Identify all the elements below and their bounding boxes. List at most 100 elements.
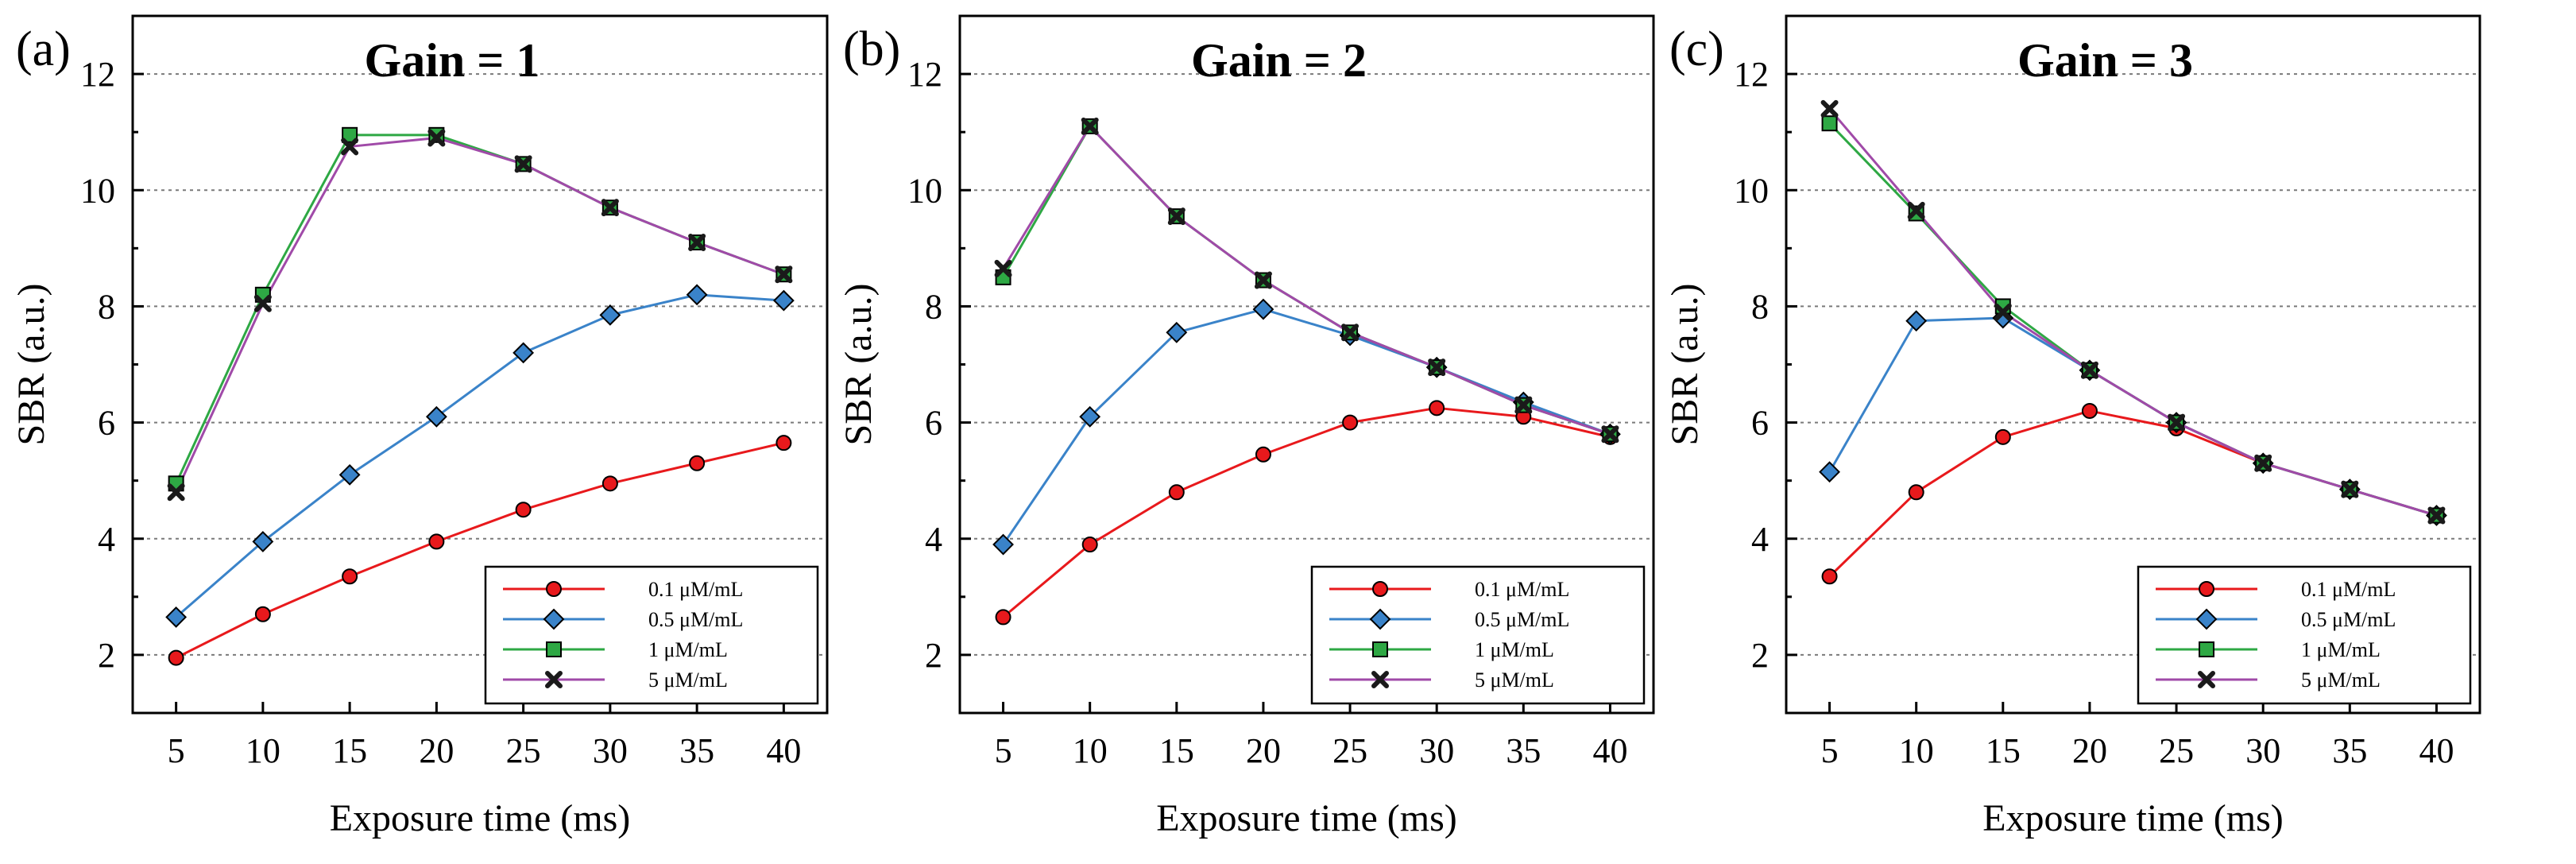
- x-tick-label: 15: [332, 731, 367, 770]
- legend-marker: [2199, 641, 2214, 657]
- panel-label: (b): [843, 22, 900, 76]
- y-tick-label: 4: [1751, 520, 1769, 559]
- data-point-s0: [1342, 414, 1359, 431]
- legend-marker: [546, 581, 562, 597]
- series-line-3: [1828, 107, 2437, 517]
- x-tick-label: 25: [506, 731, 541, 770]
- data-point-s0: [168, 649, 184, 666]
- series-line-2: [1002, 125, 1611, 436]
- data-point-s3: [1994, 303, 2012, 321]
- x-tick-label: 40: [1592, 731, 1627, 770]
- x-tick-label: 25: [2159, 731, 2194, 770]
- y-axis-label: SBR (a.u.): [837, 284, 880, 446]
- panel-label: (c): [1669, 22, 1724, 76]
- series-line-1: [175, 293, 784, 618]
- data-point-s3: [2254, 454, 2272, 472]
- y-tick-label: 10: [80, 171, 115, 210]
- y-axis-label: SBR (a.u.): [1664, 284, 1706, 446]
- legend-marker: [545, 671, 563, 688]
- legend-entry: 0.1 μM/mL: [2301, 578, 2396, 601]
- x-tick-label: 30: [2245, 731, 2280, 770]
- data-point-s3: [1341, 324, 1360, 342]
- data-point-s3: [1081, 117, 1099, 135]
- data-point-s1: [1166, 321, 1188, 343]
- legend-entry: 5 μM/mL: [2301, 668, 2381, 692]
- y-tick-label: 12: [80, 55, 115, 94]
- data-point-s0: [1429, 400, 1445, 417]
- data-point-s0: [1081, 537, 1098, 553]
- x-tick-label: 30: [1419, 731, 1454, 770]
- x-tick-label: 15: [1986, 731, 2021, 770]
- data-point-s0: [428, 533, 445, 550]
- legend-entry: 0.1 μM/mL: [648, 578, 743, 601]
- y-tick-label: 8: [925, 287, 942, 326]
- panel-c: 2 4 6 8 10 12 5 10 15 20 25 30 35 40 Exposure time (ms…: [1664, 14, 2481, 839]
- x-tick-label: 25: [1332, 731, 1367, 770]
- data-point-s3: [427, 129, 446, 147]
- y-axis-label: SBR (a.u.): [10, 284, 52, 446]
- y-tick-label: 8: [1751, 287, 1769, 326]
- data-point-s0: [1994, 428, 2011, 445]
- x-tick-label: 5: [1821, 731, 1839, 770]
- y-tick-label: 4: [98, 520, 115, 559]
- data-point-s3: [1601, 425, 1619, 444]
- series-line-1: [1002, 308, 1611, 545]
- legend-marker: [2199, 581, 2214, 597]
- legend-marker: [543, 608, 565, 630]
- y-tick-label: 4: [925, 520, 942, 559]
- series-line-0: [1002, 406, 1611, 618]
- legend-marker: [1371, 671, 1389, 688]
- legend-marker: [2198, 671, 2215, 688]
- panel-b: 2 4 6 8 10 12 5 10 15 20 25 30 35 40 Exposure time (ms…: [837, 14, 1655, 839]
- data-point-s3: [1820, 99, 1839, 118]
- y-tick-label: 12: [1734, 55, 1769, 94]
- data-point-s1: [338, 463, 361, 486]
- series-line-3: [1002, 125, 1611, 436]
- data-point-s2: [342, 126, 358, 143]
- data-point-s3: [2168, 413, 2186, 432]
- y-tick-label: 8: [98, 287, 115, 326]
- legend-marker: [2195, 608, 2218, 630]
- y-tick-label: 6: [925, 404, 942, 443]
- data-point-s0: [1255, 446, 1271, 463]
- y-tick-label: 10: [1734, 171, 1769, 210]
- data-point-s1: [599, 304, 621, 326]
- legend-marker: [1372, 641, 1388, 657]
- data-point-s1: [992, 533, 1014, 556]
- data-point-s1: [165, 606, 188, 628]
- data-point-s0: [995, 609, 1011, 626]
- data-point-s1: [686, 284, 708, 306]
- x-tick-label: 35: [2332, 731, 2367, 770]
- data-point-s1: [1252, 298, 1274, 320]
- data-point-s1: [1819, 461, 1840, 483]
- x-tick-label: 30: [593, 731, 628, 770]
- data-point-s0: [342, 568, 358, 585]
- legend-marker: [546, 641, 562, 657]
- legend-entry: 0.5 μM/mL: [1475, 608, 1569, 631]
- series-line-3: [175, 136, 784, 493]
- x-tick-label: 40: [2419, 731, 2454, 770]
- x-tick-label: 20: [419, 731, 454, 770]
- legend-marker: [1369, 608, 1391, 630]
- x-tick-label: 15: [1159, 731, 1194, 770]
- y-tick-label: 2: [1751, 636, 1769, 675]
- data-point-s3: [994, 259, 1012, 277]
- data-point-s0: [1168, 484, 1185, 501]
- data-point-s0: [1908, 484, 1924, 501]
- legend-entry: 5 μM/mL: [1475, 668, 1554, 692]
- legend-entry: 1 μM/mL: [648, 638, 728, 661]
- data-point-s0: [2081, 402, 2098, 419]
- legend-entry: 0.1 μM/mL: [1475, 578, 1569, 601]
- x-axis-label: Exposure time (ms): [1156, 797, 1457, 839]
- x-tick-label: 10: [1073, 731, 1108, 770]
- data-point-s3: [688, 234, 706, 252]
- data-point-s1: [1905, 310, 1928, 332]
- x-tick-label: 10: [1899, 731, 1934, 770]
- x-tick-label: 35: [1506, 731, 1541, 770]
- panel-title: Gain = 2: [1191, 34, 1367, 87]
- data-point-s0: [515, 502, 532, 518]
- data-point-s3: [1428, 358, 1446, 377]
- x-tick-label: 40: [766, 731, 801, 770]
- data-point-s3: [1514, 396, 1533, 414]
- x-tick-label: 20: [1246, 731, 1281, 770]
